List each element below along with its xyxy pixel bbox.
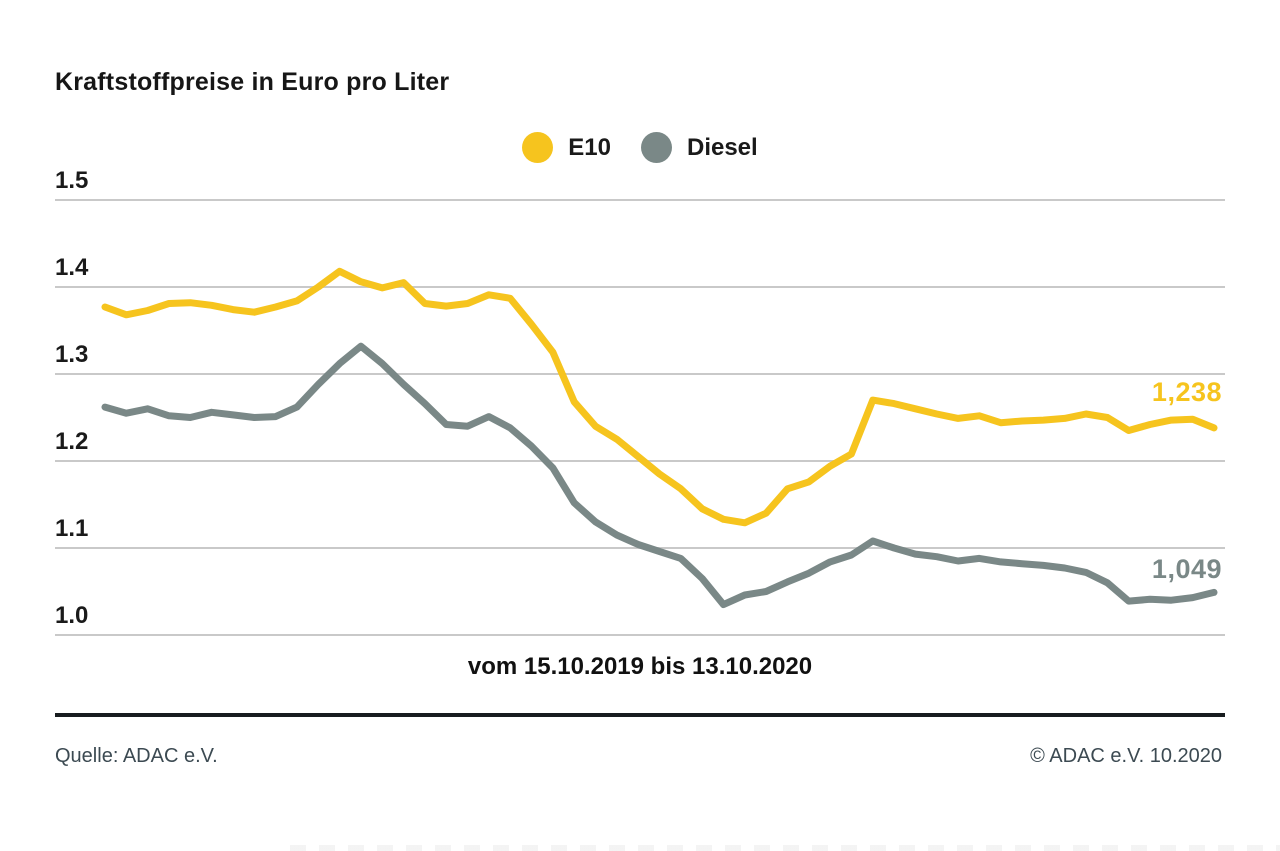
date-range-caption: vom 15.10.2019 bis 13.10.2020 — [467, 653, 813, 680]
diesel-price-line — [101, 342, 1218, 609]
y-axis-tick-1-2: 1.2 — [55, 428, 89, 455]
legend-label-e10: E10 — [568, 133, 611, 161]
e10-color-dot-icon — [522, 132, 554, 163]
legend-label-diesel: Diesel — [686, 133, 758, 161]
footer-divider — [55, 713, 1225, 717]
cropped-text-remnant — [290, 845, 1280, 851]
e10-price-line — [101, 267, 1218, 527]
legend-item-diesel: Diesel — [640, 132, 758, 163]
diesel-end-value-label: 1,049 — [1151, 554, 1222, 584]
y-axis-tick-1-5: 1.5 — [55, 167, 89, 194]
source-text: Quelle: ADAC e.V. — [55, 745, 218, 767]
diesel-color-dot-icon — [640, 132, 672, 163]
y-axis-tick-1-0: 1.0 — [55, 602, 89, 629]
chart-legend: E10 Diesel — [0, 132, 1280, 163]
y-axis-tick-1-1: 1.1 — [55, 515, 89, 542]
e10-end-value-label: 1,238 — [1151, 377, 1222, 407]
legend-item-e10: E10 — [522, 132, 611, 163]
page-title: Kraftstoffpreise in Euro pro Liter — [55, 68, 450, 96]
copyright-text: © ADAC e.V. 10.2020 — [1030, 745, 1222, 767]
y-axis-tick-1-4: 1.4 — [55, 254, 89, 281]
y-axis-tick-1-3: 1.3 — [55, 341, 89, 368]
